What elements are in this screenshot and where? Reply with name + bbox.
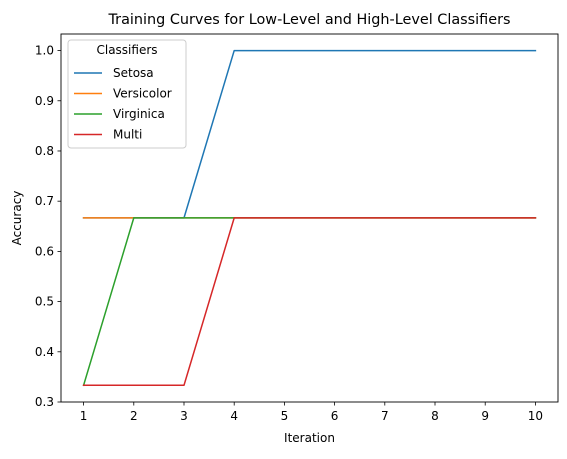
y-tick-label: 0.8 <box>35 144 54 158</box>
legend-label-virginica: Virginica <box>113 107 165 121</box>
x-tick-label: 10 <box>528 409 543 423</box>
axes-frame <box>60 33 559 403</box>
x-tick-label: 6 <box>331 409 339 423</box>
series-line-multi <box>82 217 537 387</box>
x-axis-label: Iteration <box>284 431 335 445</box>
x-tick-label: 8 <box>431 409 439 423</box>
y-axis-label: Accuracy <box>10 191 24 246</box>
y-tick-label: 0.4 <box>35 345 54 359</box>
x-tick-label: 4 <box>230 409 238 423</box>
chart-title: Training Curves for Low-Level and High-L… <box>107 12 510 28</box>
y-tick-label: 0.9 <box>35 94 54 108</box>
legend-title: Classifiers <box>96 43 157 57</box>
legend: Classifiers Setosa Versicolor Virginica Mul… <box>67 39 187 149</box>
y-tick-label: 0.3 <box>35 395 54 409</box>
series-line-virginica <box>82 217 537 387</box>
x-tick-label: 9 <box>481 409 489 423</box>
x-tick-label: 3 <box>180 409 188 423</box>
y-tick-label: 1.0 <box>35 44 54 58</box>
legend-items: Setosa Versicolor Virginica Multi <box>74 66 172 142</box>
x-tick-label: 5 <box>281 409 289 423</box>
x-axis: 1 2 3 4 5 6 7 8 9 10 <box>80 402 543 423</box>
y-axis: 0.3 0.4 0.5 0.6 0.7 0.8 0.9 1.0 <box>35 44 61 409</box>
plot-area <box>60 33 559 403</box>
y-tick-label: 0.5 <box>35 295 54 309</box>
y-tick-label: 0.7 <box>35 194 54 208</box>
series-layer <box>82 49 537 387</box>
legend-label-setosa: Setosa <box>113 66 154 80</box>
x-tick-label: 7 <box>381 409 389 423</box>
x-tick-label: 1 <box>80 409 88 423</box>
legend-label-multi: Multi <box>113 128 142 142</box>
legend-label-versicolor: Versicolor <box>113 87 172 101</box>
x-tick-label: 2 <box>130 409 138 423</box>
y-tick-label: 0.6 <box>35 244 54 258</box>
legend-box <box>67 39 187 149</box>
